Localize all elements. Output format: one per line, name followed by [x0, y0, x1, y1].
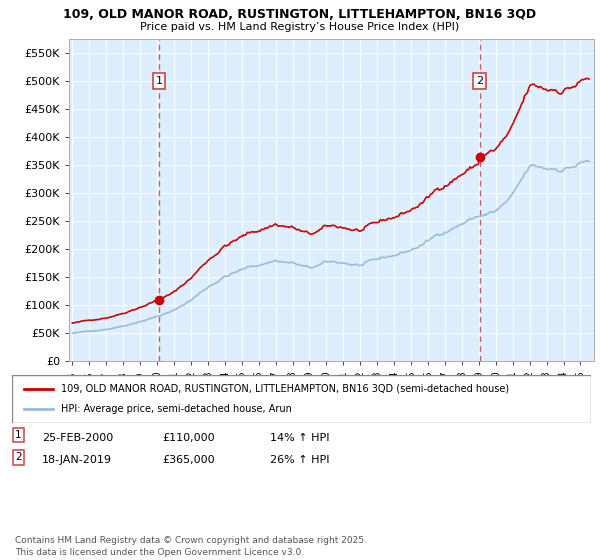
Text: 109, OLD MANOR ROAD, RUSTINGTON, LITTLEHAMPTON, BN16 3QD (semi-detached house): 109, OLD MANOR ROAD, RUSTINGTON, LITTLEH… — [61, 384, 509, 394]
Text: 1: 1 — [155, 76, 163, 86]
Text: Price paid vs. HM Land Registry’s House Price Index (HPI): Price paid vs. HM Land Registry’s House … — [140, 22, 460, 32]
Text: 2: 2 — [15, 452, 22, 463]
Text: 18-JAN-2019: 18-JAN-2019 — [42, 455, 112, 465]
Text: 14% ↑ HPI: 14% ↑ HPI — [270, 433, 329, 443]
Text: 2: 2 — [476, 76, 483, 86]
Text: 1: 1 — [15, 430, 22, 440]
Text: £110,000: £110,000 — [162, 433, 215, 443]
Text: 25-FEB-2000: 25-FEB-2000 — [42, 433, 113, 443]
Text: 26% ↑ HPI: 26% ↑ HPI — [270, 455, 329, 465]
Text: 109, OLD MANOR ROAD, RUSTINGTON, LITTLEHAMPTON, BN16 3QD: 109, OLD MANOR ROAD, RUSTINGTON, LITTLEH… — [64, 8, 536, 21]
Text: £365,000: £365,000 — [162, 455, 215, 465]
Text: Contains HM Land Registry data © Crown copyright and database right 2025.
This d: Contains HM Land Registry data © Crown c… — [15, 536, 367, 557]
Text: HPI: Average price, semi-detached house, Arun: HPI: Average price, semi-detached house,… — [61, 404, 292, 414]
